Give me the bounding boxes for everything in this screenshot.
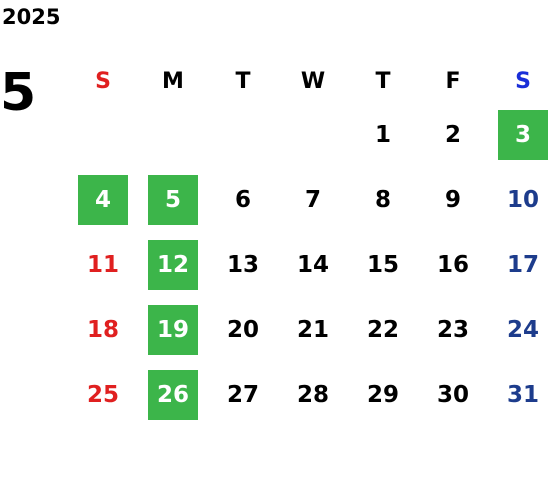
week-row: 11 12 13 14 15 16 17 (68, 232, 548, 297)
week-row: 25 26 27 28 29 30 31 (68, 362, 548, 427)
week-row: 18 19 20 21 22 23 24 (68, 297, 548, 362)
day-cell[interactable]: 18 (86, 316, 119, 343)
day-cell[interactable]: 21 (296, 316, 329, 343)
day-cell[interactable]: 9 (444, 186, 461, 213)
day-cell[interactable]: 16 (436, 251, 469, 278)
day-cell[interactable]: 31 (506, 381, 539, 408)
day-cell[interactable]: 30 (436, 381, 469, 408)
calendar-grid: S M T W T F S 1 2 3 4 5 6 7 8 9 10 11 12… (68, 60, 548, 427)
day-cell-highlighted[interactable]: 12 (148, 239, 198, 290)
day-cell[interactable]: 11 (86, 251, 119, 278)
day-cell-highlighted[interactable]: 3 (498, 109, 548, 160)
day-cell[interactable]: 17 (506, 251, 539, 278)
day-cell[interactable]: 15 (366, 251, 399, 278)
day-cell-highlighted[interactable]: 4 (78, 174, 128, 225)
weekday-thursday: T (375, 68, 391, 94)
day-cell[interactable]: 1 (374, 121, 391, 148)
day-cell[interactable]: 29 (366, 381, 399, 408)
day-cell[interactable]: 10 (506, 186, 539, 213)
week-row: 4 5 6 7 8 9 10 (68, 167, 548, 232)
weekday-sunday: S (95, 68, 111, 94)
day-cell[interactable]: 24 (506, 316, 539, 343)
weekday-tuesday: T (235, 68, 251, 94)
day-cell-highlighted[interactable]: 26 (148, 369, 198, 420)
day-cell[interactable]: 6 (234, 186, 251, 213)
day-cell-highlighted[interactable]: 5 (148, 174, 198, 225)
weekday-friday: F (445, 68, 461, 94)
day-cell[interactable]: 8 (374, 186, 391, 213)
week-row: 1 2 3 (68, 102, 548, 167)
day-cell[interactable]: 13 (226, 251, 259, 278)
day-cell[interactable]: 23 (436, 316, 469, 343)
day-cell-highlighted[interactable]: 19 (148, 304, 198, 355)
day-cell[interactable]: 27 (226, 381, 259, 408)
day-cell[interactable]: 7 (304, 186, 321, 213)
day-cell[interactable]: 28 (296, 381, 329, 408)
weekday-saturday: S (515, 68, 531, 94)
weekday-monday: M (162, 68, 184, 94)
calendar-year: 2025 (2, 5, 61, 29)
day-cell[interactable]: 14 (296, 251, 329, 278)
day-cell[interactable]: 2 (444, 121, 461, 148)
calendar-month: 5 (0, 63, 37, 123)
day-cell[interactable]: 20 (226, 316, 259, 343)
weekday-wednesday: W (300, 68, 326, 94)
weekday-header-row: S M T W T F S (68, 60, 548, 102)
day-cell[interactable]: 25 (86, 381, 119, 408)
day-cell[interactable]: 22 (366, 316, 399, 343)
